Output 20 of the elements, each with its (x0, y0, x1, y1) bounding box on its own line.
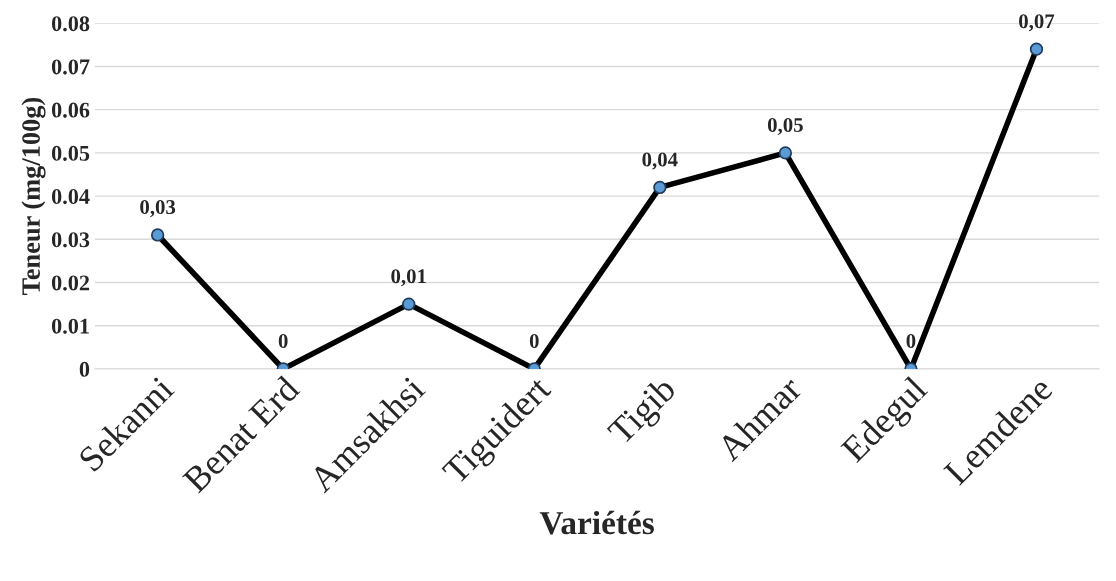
y-tick-label: 0.08 (51, 16, 90, 32)
y-tick-label: 0.02 (51, 275, 90, 291)
x-tick-label: Tigib (605, 374, 683, 451)
data-label: 0 (906, 333, 916, 349)
data-label: 0 (529, 333, 539, 349)
data-label: 0,01 (391, 269, 426, 287)
data-label: 0,03 (140, 200, 176, 218)
y-tick-label: 0.03 (51, 232, 90, 248)
data-label: 0,07 (1019, 14, 1055, 32)
x-axis-title: Variétés (539, 510, 654, 535)
y-tick-label: 0.01 (51, 318, 89, 334)
data-label: 0,05 (767, 117, 803, 135)
y-tick-label: 0.07 (51, 59, 90, 75)
data-label: 0,04 (642, 152, 678, 170)
y-tick-label: 0.04 (51, 189, 90, 205)
y-tick-label: 0 (79, 361, 90, 377)
y-tick-label: 0.06 (51, 102, 90, 118)
data-label: 0 (278, 333, 288, 349)
y-tick-label: 0.05 (51, 145, 90, 161)
y-axis-title: Teneur (mg/100g) (21, 97, 46, 296)
